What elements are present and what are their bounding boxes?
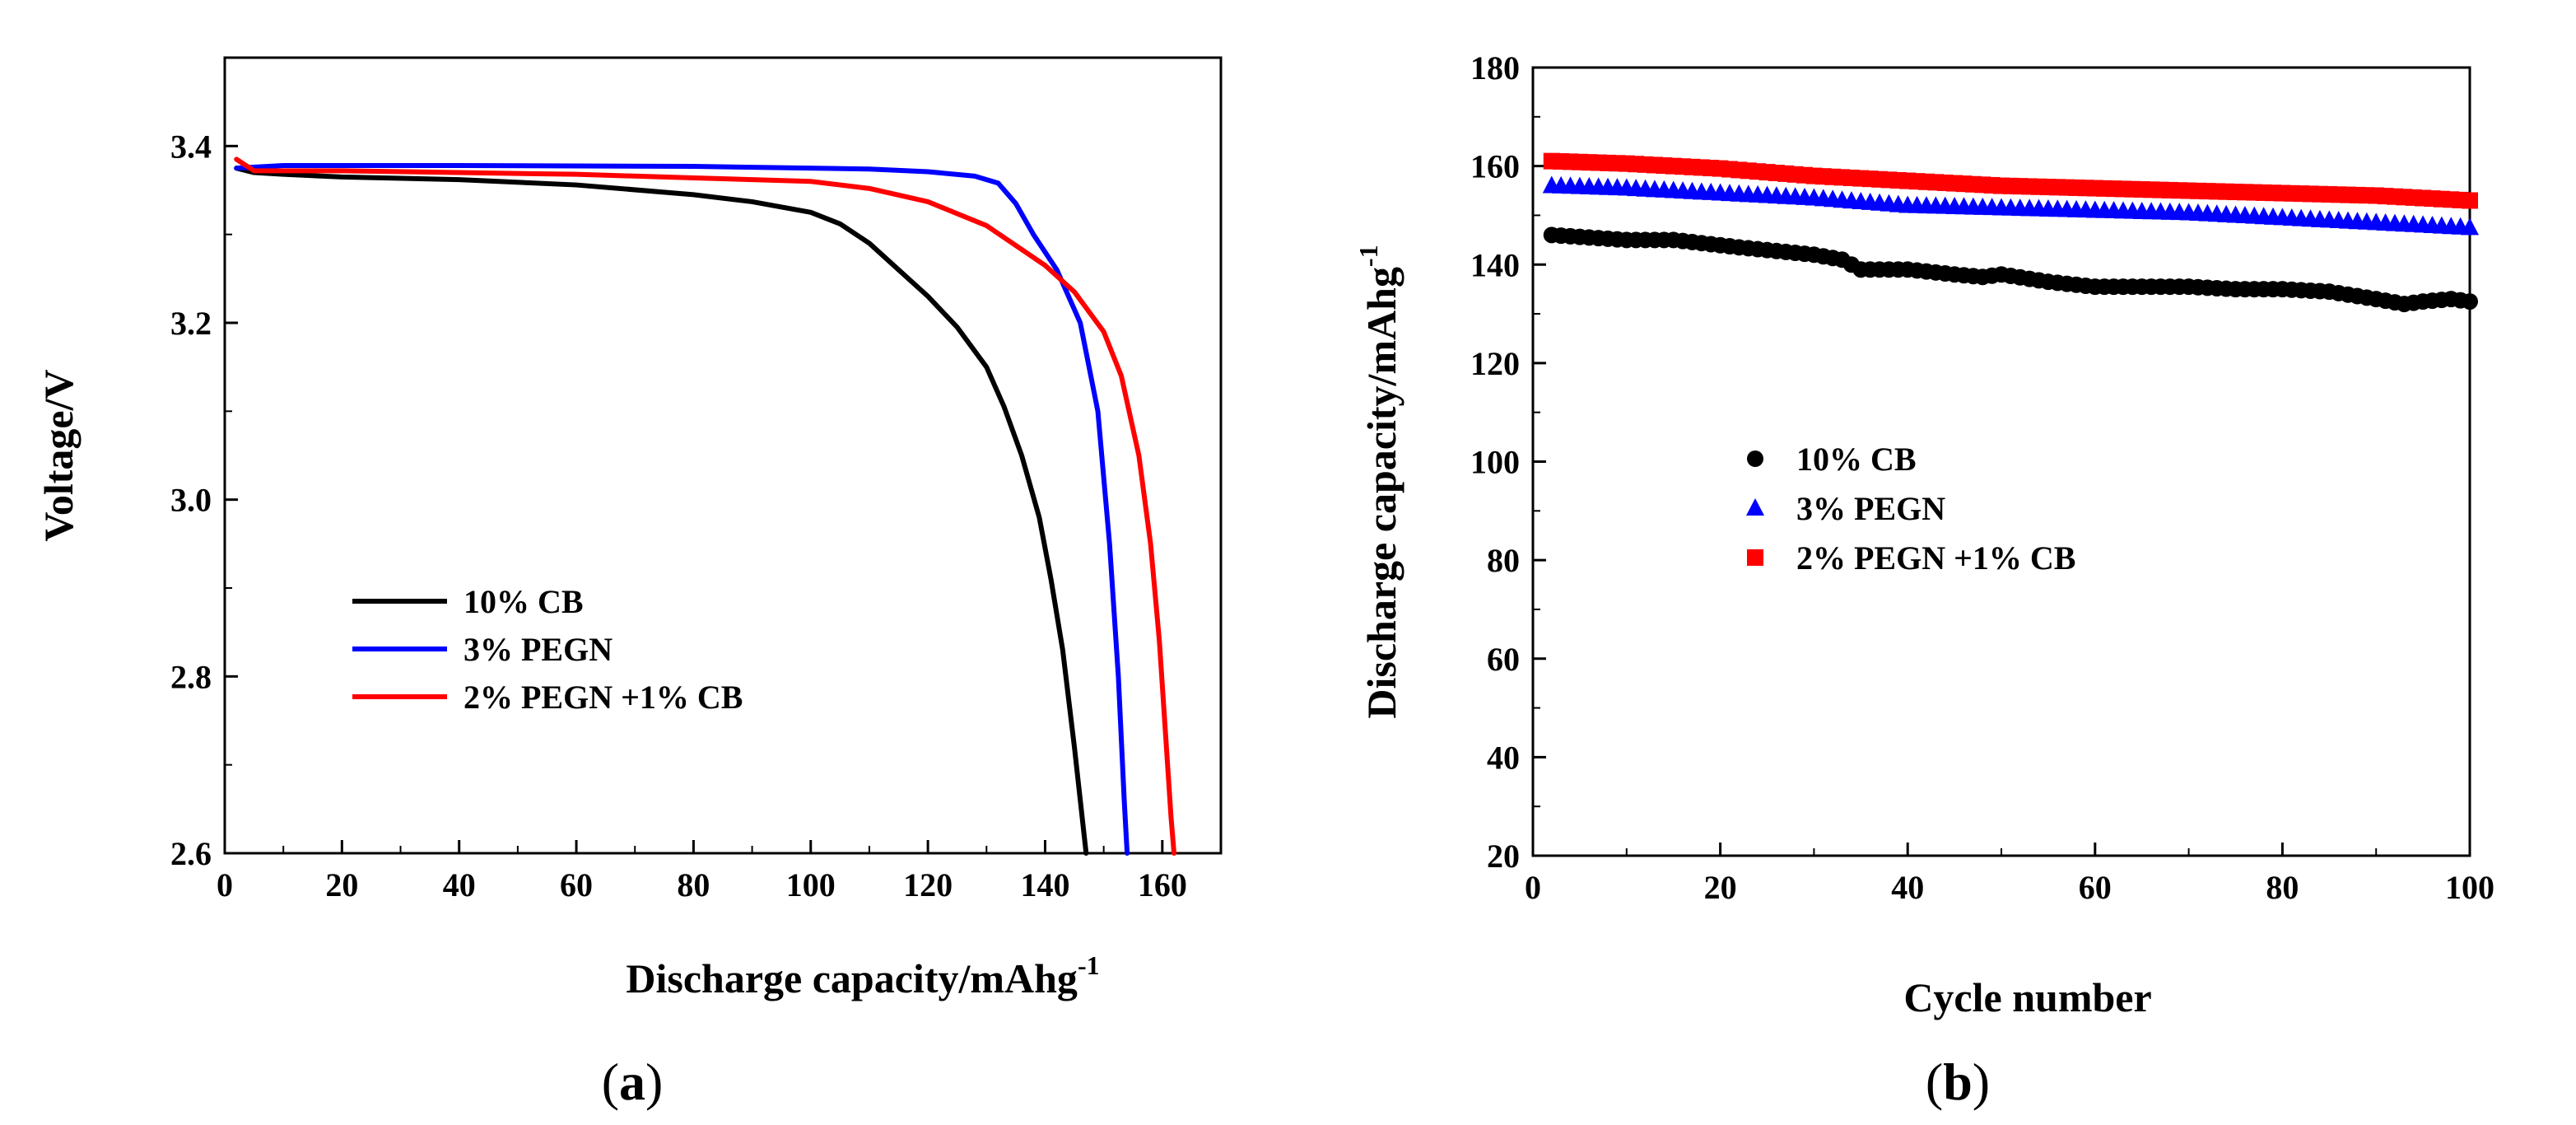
chart-b-y-tick-label: 40 [1487, 739, 1520, 776]
chart-a-legend-label-3-pegn: 3% PEGN [463, 631, 613, 668]
panel-label-a: (a) [602, 1053, 664, 1111]
chart-a-y-tick-label: 2.8 [170, 658, 212, 695]
chart-a-legend-label-10-cb: 10% CB [463, 583, 584, 620]
chart-a-y-tick-label: 3.2 [170, 305, 212, 342]
chart-a-x-tick-label: 20 [325, 866, 358, 903]
chart-a-x-tick-label: 40 [443, 866, 476, 903]
chart-b-y-tick-label: 180 [1470, 49, 1520, 86]
chart-b-x-axis: 0 20 40 60 80 100 [1525, 843, 2494, 906]
chart-b-y-tick-label: 60 [1487, 641, 1520, 678]
chart-b-legend-marker-2-pegn-1-cb [1747, 549, 1763, 566]
chart-b-x-axis-title: Cycle number [1903, 974, 2151, 1020]
chart-b-y-tick-label: 140 [1470, 246, 1520, 283]
chart-a-series-line-2-pegn-1-cb [234, 156, 1177, 856]
chart-b-x-tick-label: 80 [2266, 869, 2299, 906]
chart-a: 0 20 40 60 80 100 120 140 160 2.6 2.8 3.0 3.2 3.4 Di… [35, 56, 1223, 1001]
chart-b-y-axis-title: Discharge capacity/mAhg-1 [1353, 245, 1404, 718]
chart-a-x-axis: 0 20 40 60 80 100 120 140 160 [217, 840, 1187, 903]
chart-b-x-tick-label: 20 [1704, 869, 1737, 906]
chart-b-x-tick-label: 0 [1525, 869, 1541, 906]
chart-a-x-tick-label: 160 [1138, 866, 1187, 903]
chart-b-legend-label-10-cb: 10% CB [1796, 441, 1917, 478]
chart-b-y-tick-label: 160 [1470, 148, 1520, 185]
chart-a-x-tick-label: 0 [217, 866, 233, 903]
chart-a-x-tick-label: 80 [677, 866, 710, 903]
chart-b-legend-label-3-pegn: 3% PEGN [1796, 490, 1945, 527]
chart-b-y-tick-label: 100 [1470, 444, 1520, 481]
chart-a-legend-label-2-pegn-1-cb: 2% PEGN +1% CB [463, 679, 743, 716]
chart-b-y-tick-label: 80 [1487, 542, 1520, 579]
chart-a-x-axis-title: Discharge capacity/mAhg-1 [626, 950, 1099, 1001]
chart-a-y-tick-label: 3.4 [170, 128, 212, 165]
chart-b-legend-marker-10-cb [1747, 450, 1763, 467]
chart-a-x-tick-label: 140 [1020, 866, 1069, 903]
chart-b-point-2-pegn-1-cb [2462, 192, 2478, 209]
chart-a-y-axis-title: Voltage/V [35, 369, 82, 541]
chart-b-x-tick-label: 60 [2079, 869, 2112, 906]
chart-b-legend-label-2-pegn-1-cb: 2% PEGN +1% CB [1796, 539, 2075, 577]
chart-b-legend: 10% CB 3% PEGN 2% PEGN +1% CB [1746, 441, 2075, 577]
chart-b-x-tick-label: 40 [1891, 869, 1924, 906]
chart-a-series [234, 156, 1177, 856]
chart-a-series-line-10-cb [234, 166, 1089, 856]
chart-a-y-axis: 2.6 2.8 3.0 3.2 3.4 [170, 128, 238, 872]
chart-a-frame [223, 56, 1223, 855]
chart-a-x-tick-label: 60 [560, 866, 593, 903]
chart-a-legend: 10% CB 3% PEGN 2% PEGN +1% CB [352, 583, 743, 716]
chart-a-series-line-3-pegn [234, 162, 1130, 856]
chart-b-y-axis: 20 40 60 80 100 120 140 160 180 [1470, 49, 1546, 875]
chart-b-x-tick-label: 100 [2445, 869, 2494, 906]
chart-a-y-tick-label: 3.0 [170, 482, 212, 519]
panel-label-b: (b) [1926, 1053, 1990, 1111]
chart-a-x-tick-label: 120 [903, 866, 953, 903]
chart-a-x-tick-label: 100 [786, 866, 836, 903]
chart-b-series [1542, 152, 2479, 313]
chart-b-point-10-cb [2462, 293, 2478, 310]
chart-b-legend-marker-3-pegn [1746, 498, 1764, 516]
chart-b-point-3-pegn [2461, 217, 2479, 236]
chart-a-y-tick-label: 2.6 [170, 835, 212, 872]
chart-b-y-tick-label: 120 [1470, 345, 1520, 382]
chart-b-y-tick-label: 20 [1487, 838, 1520, 875]
